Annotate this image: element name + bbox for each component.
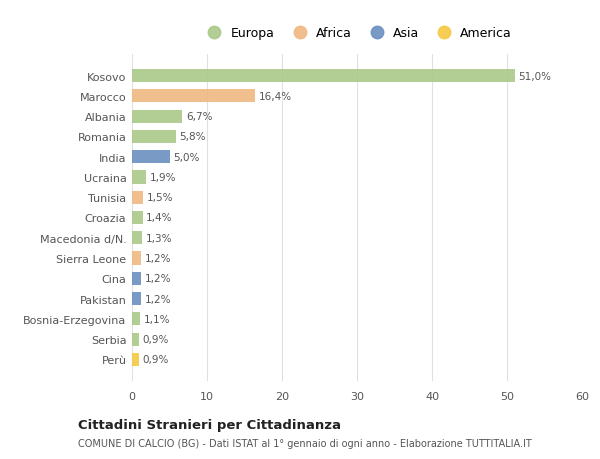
Bar [132, 171, 146, 184]
Text: 1,2%: 1,2% [145, 274, 171, 284]
Bar [132, 191, 143, 204]
Text: 51,0%: 51,0% [518, 72, 551, 81]
Bar [132, 212, 143, 224]
Text: 1,2%: 1,2% [145, 253, 171, 263]
Text: 1,3%: 1,3% [146, 233, 172, 243]
Bar [132, 90, 255, 103]
Bar [132, 252, 141, 265]
Text: 0,9%: 0,9% [143, 334, 169, 344]
Text: COMUNE DI CALCIO (BG) - Dati ISTAT al 1° gennaio di ogni anno - Elaborazione TUT: COMUNE DI CALCIO (BG) - Dati ISTAT al 1°… [78, 438, 532, 448]
Bar [132, 232, 142, 245]
Bar [132, 292, 141, 306]
Text: 1,5%: 1,5% [147, 193, 173, 203]
Bar [132, 313, 140, 326]
Bar [132, 70, 515, 83]
Bar [132, 272, 141, 285]
Text: Cittadini Stranieri per Cittadinanza: Cittadini Stranieri per Cittadinanza [78, 418, 341, 431]
Text: 5,0%: 5,0% [173, 152, 200, 162]
Text: 16,4%: 16,4% [259, 92, 292, 102]
Text: 1,9%: 1,9% [150, 173, 176, 183]
Bar [132, 333, 139, 346]
Text: 1,2%: 1,2% [145, 294, 171, 304]
Text: 6,7%: 6,7% [186, 112, 212, 122]
Bar [132, 151, 170, 164]
Text: 1,4%: 1,4% [146, 213, 173, 223]
Bar [132, 353, 139, 366]
Bar [132, 130, 176, 144]
Bar [132, 110, 182, 123]
Text: 5,8%: 5,8% [179, 132, 206, 142]
Text: 0,9%: 0,9% [143, 355, 169, 364]
Text: 1,1%: 1,1% [144, 314, 170, 324]
Legend: Europa, Africa, Asia, America: Europa, Africa, Asia, America [197, 22, 517, 45]
